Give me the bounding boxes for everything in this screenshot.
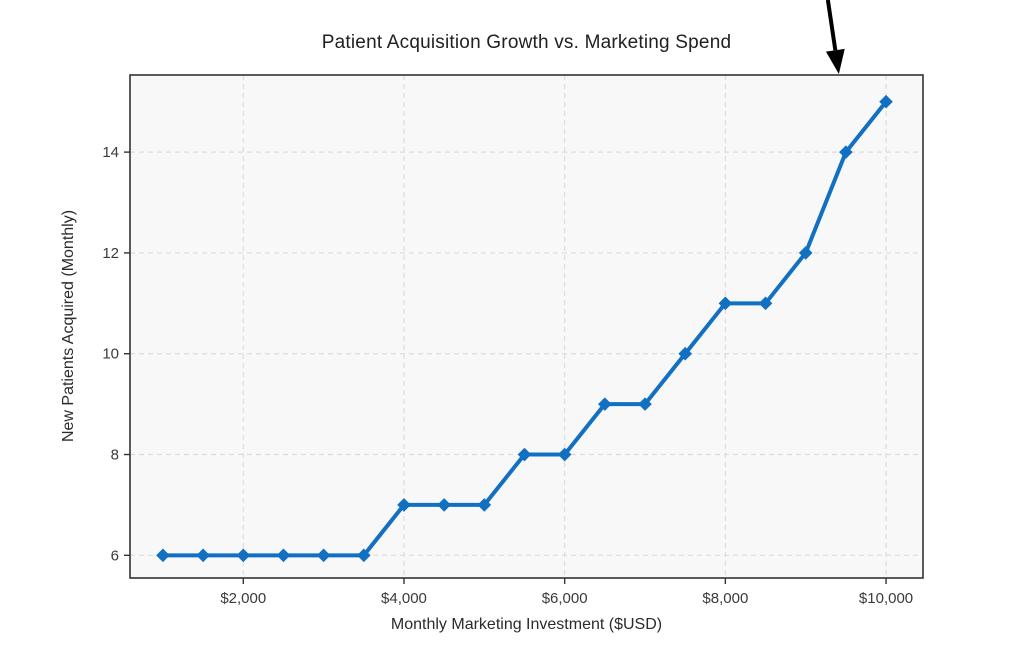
data-point [718, 296, 733, 311]
data-point [638, 397, 652, 411]
data-point [477, 498, 492, 512]
plot-area [130, 75, 923, 578]
data-point [316, 548, 331, 563]
y-tick-label: 10 [102, 346, 119, 363]
y-tick-label: 8 [111, 447, 119, 464]
data-point [678, 346, 692, 361]
data-point [758, 296, 773, 311]
x-tick-label: $10,000 [859, 590, 913, 607]
x-tick-label: $6,000 [542, 590, 588, 607]
data-point [236, 548, 251, 563]
data-point [517, 447, 532, 462]
annotation-arrow-head [825, 48, 845, 74]
plot-frame [129, 74, 924, 579]
data-point [839, 145, 853, 159]
data-point [798, 246, 813, 260]
x-tick-label: $8,000 [702, 590, 748, 607]
data-point [357, 548, 371, 563]
data-point [397, 498, 411, 512]
y-tick-label: 12 [102, 245, 119, 262]
annotation-arrow-shaft [825, 0, 838, 51]
data-point [196, 548, 210, 563]
x-tick-label: $4,000 [381, 590, 427, 607]
data-point [156, 548, 170, 563]
data-point [879, 94, 893, 109]
data-point [437, 498, 451, 512]
data-point [557, 447, 572, 462]
data-point [276, 548, 291, 563]
y-tick-label: 6 [111, 547, 119, 564]
y-tick-label: 14 [102, 144, 119, 161]
x-axis-label: Monthly Marketing Investment ($USD) [390, 616, 663, 633]
data-point [598, 397, 612, 411]
chart-title: Patient Acquisition Growth vs. Marketing… [321, 32, 732, 53]
x-tick-label: $2,000 [220, 590, 266, 607]
